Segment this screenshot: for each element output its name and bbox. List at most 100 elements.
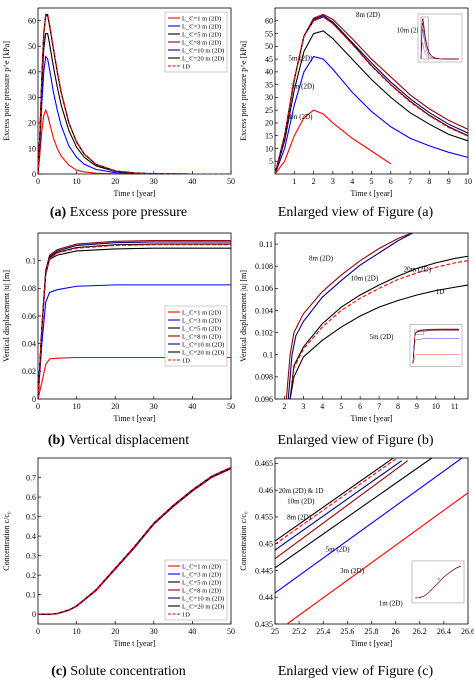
x-tick-label: 20	[111, 177, 119, 186]
inset-zoom-box	[414, 329, 424, 335]
x-tick-label: 26	[392, 627, 400, 636]
x-tick-label: 7	[408, 177, 412, 186]
caption-label: (b)	[47, 433, 65, 448]
x-tick-label: 40	[188, 402, 196, 411]
x-tick-label: 4	[320, 402, 324, 411]
annotation-label: 1m (2D)	[379, 599, 404, 607]
legend-label: L_C=5 m (2D)	[182, 580, 221, 587]
x-tick-label: 20	[111, 402, 119, 411]
x-axis-label: Time t [year]	[351, 639, 393, 648]
chart-svg: 2 3 4 5 6 7 8 9 10 11 0.096 0.098 0.1 0.102 0.104 0.106…	[239, 232, 469, 423]
x-tick-label: 3	[301, 402, 305, 411]
series-line-1D	[289, 260, 468, 399]
y-tick-label: 0.435	[255, 620, 273, 629]
y-axis-label: Vertical displacement |u| [m]	[2, 270, 11, 362]
chart-excess-pore-pressure-zoom: 1 2 3 4 5 6 7 8 9 10 5 10 15 20 25 30 35 40 45 50 55 60 Time t…	[237, 0, 474, 200]
x-tick-label: 2	[282, 402, 286, 411]
x-tick-label: 30	[150, 177, 158, 186]
inset-line-1D	[415, 565, 462, 598]
y-tick-label: 35	[265, 80, 273, 89]
chart-vertical-displacement-zoom: 2 3 4 5 6 7 8 9 10 11 0.096 0.098 0.1 0.102 0.104 0.106…	[237, 225, 474, 425]
inset-frame	[417, 13, 463, 63]
series-line-1D	[38, 14, 231, 174]
x-tick-label: 6	[358, 402, 362, 411]
y-tick-label: 0	[32, 610, 36, 619]
series-line-1D	[275, 16, 468, 174]
legend-label: L_C=20 m (2D)	[182, 604, 224, 611]
caption-text: Solute concentration	[66, 664, 186, 679]
y-tick-label: 0.098	[255, 373, 273, 382]
caption-text: Enlarged view of Figure (c)	[277, 664, 434, 679]
y-tick-label: 0	[32, 395, 36, 404]
inset-plot	[411, 560, 465, 604]
annotation-label: 5m (2D)	[289, 54, 314, 62]
legend-label: L_C=3 m (2D)	[182, 572, 221, 579]
x-tick-label: 30	[150, 402, 158, 411]
y-tick-label: 40	[28, 68, 36, 77]
legend-label: L_C=8 m (2D)	[182, 588, 221, 595]
chart-excess-pore-pressure: 0 10 20 30 40 50 0 10 20 30 40 50 60 Time t [year] Exc…	[0, 0, 237, 200]
legend-label: L_C=1 m (2D)	[182, 310, 221, 317]
x-tick-label: 9	[415, 402, 419, 411]
inset-plot	[417, 13, 463, 63]
chart-solute-concentration: 0 10 20 30 40 50 0 0.1 0.2 0.3 0.4 0.5 0.6 0.7 Time t …	[0, 450, 237, 650]
x-axis-label: Time t [year]	[351, 414, 393, 423]
caption-text: Vertical displacement	[64, 433, 190, 448]
chart-svg: 0 10 20 30 40 50 0 0.1 0.2 0.3 0.4 0.5 0.6 0.7 Time t …	[2, 457, 235, 648]
x-tick-label: 9	[447, 177, 451, 186]
series-group	[285, 233, 468, 399]
series-line-1D	[38, 244, 231, 399]
legend-label: L_C=8 m (2D)	[182, 334, 221, 341]
y-tick-label: 0.04	[22, 339, 36, 348]
x-axis-label: Time t [year]	[114, 189, 156, 198]
chart-svg: 25 25.2 25.4 25.6 25.8 26 26.2 26.4 26.6 0.435 0.4…	[239, 457, 474, 648]
y-tick-label: 0.45	[259, 539, 273, 548]
y-tick-label: 0.02	[22, 367, 36, 376]
series-line-1m	[275, 109, 392, 174]
y-tick-label: 10	[28, 144, 36, 153]
y-tick-label: 0.44	[259, 593, 273, 602]
series-line-1m	[286, 492, 468, 624]
y-tick-label: 0.106	[255, 284, 273, 293]
series-line-20m	[275, 458, 395, 542]
y-tick-label: 60	[265, 17, 273, 26]
x-tick-label: 8	[396, 402, 400, 411]
inset-line-1D	[412, 329, 459, 364]
annotation-label: 10m (2D)	[287, 498, 315, 506]
x-tick-label: 10	[73, 627, 81, 636]
y-tick-label: 45	[265, 55, 273, 64]
legend-label: L_C=8 m (2D)	[182, 40, 221, 47]
x-tick-label: 40	[188, 177, 196, 186]
x-tick-label: 0	[36, 402, 40, 411]
annotation-label: 20m (2D) & 1D	[279, 487, 324, 495]
y-tick-label: 25	[265, 106, 273, 115]
y-axis-label: Concentration c/c₀	[239, 511, 248, 571]
caption-label: (a)	[49, 205, 67, 220]
series-group	[38, 13, 231, 174]
legend-label: L_C=1 m (2D)	[182, 564, 221, 571]
y-tick-label: 50	[28, 42, 36, 51]
annotation-label: 8m (2D)	[309, 255, 334, 263]
x-tick-label: 30	[150, 627, 158, 636]
legend-label: L_C=3 m (2D)	[182, 24, 221, 31]
y-axis-label: Concentration c/c₀	[2, 511, 11, 571]
series-line-10m	[287, 233, 414, 399]
x-tick-label: 26.4	[437, 627, 451, 636]
x-tick-label: 25.8	[365, 627, 379, 636]
inset-frame	[411, 560, 465, 604]
annotation-label: 10m (2D)	[397, 26, 425, 34]
y-tick-label: 0	[32, 170, 36, 179]
x-axis-label: Time t [year]	[114, 414, 156, 423]
x-tick-label: 4	[350, 177, 354, 186]
y-tick-label: 0.46	[259, 486, 273, 495]
legend-label: L_C=10 m (2D)	[182, 596, 224, 603]
annotation-label: 20m (2D)	[404, 266, 432, 274]
y-tick-label: 0.08	[22, 284, 36, 293]
x-tick-label: 0	[36, 177, 40, 186]
y-tick-label: 0.3	[26, 551, 36, 560]
caption-c-zoom: Enlarged view of Figure (c)	[237, 664, 474, 680]
annotation-label: 8m (2D)	[356, 11, 381, 19]
legend-label: L_C=10 m (2D)	[182, 342, 224, 349]
inset-zoom-box	[437, 577, 440, 580]
